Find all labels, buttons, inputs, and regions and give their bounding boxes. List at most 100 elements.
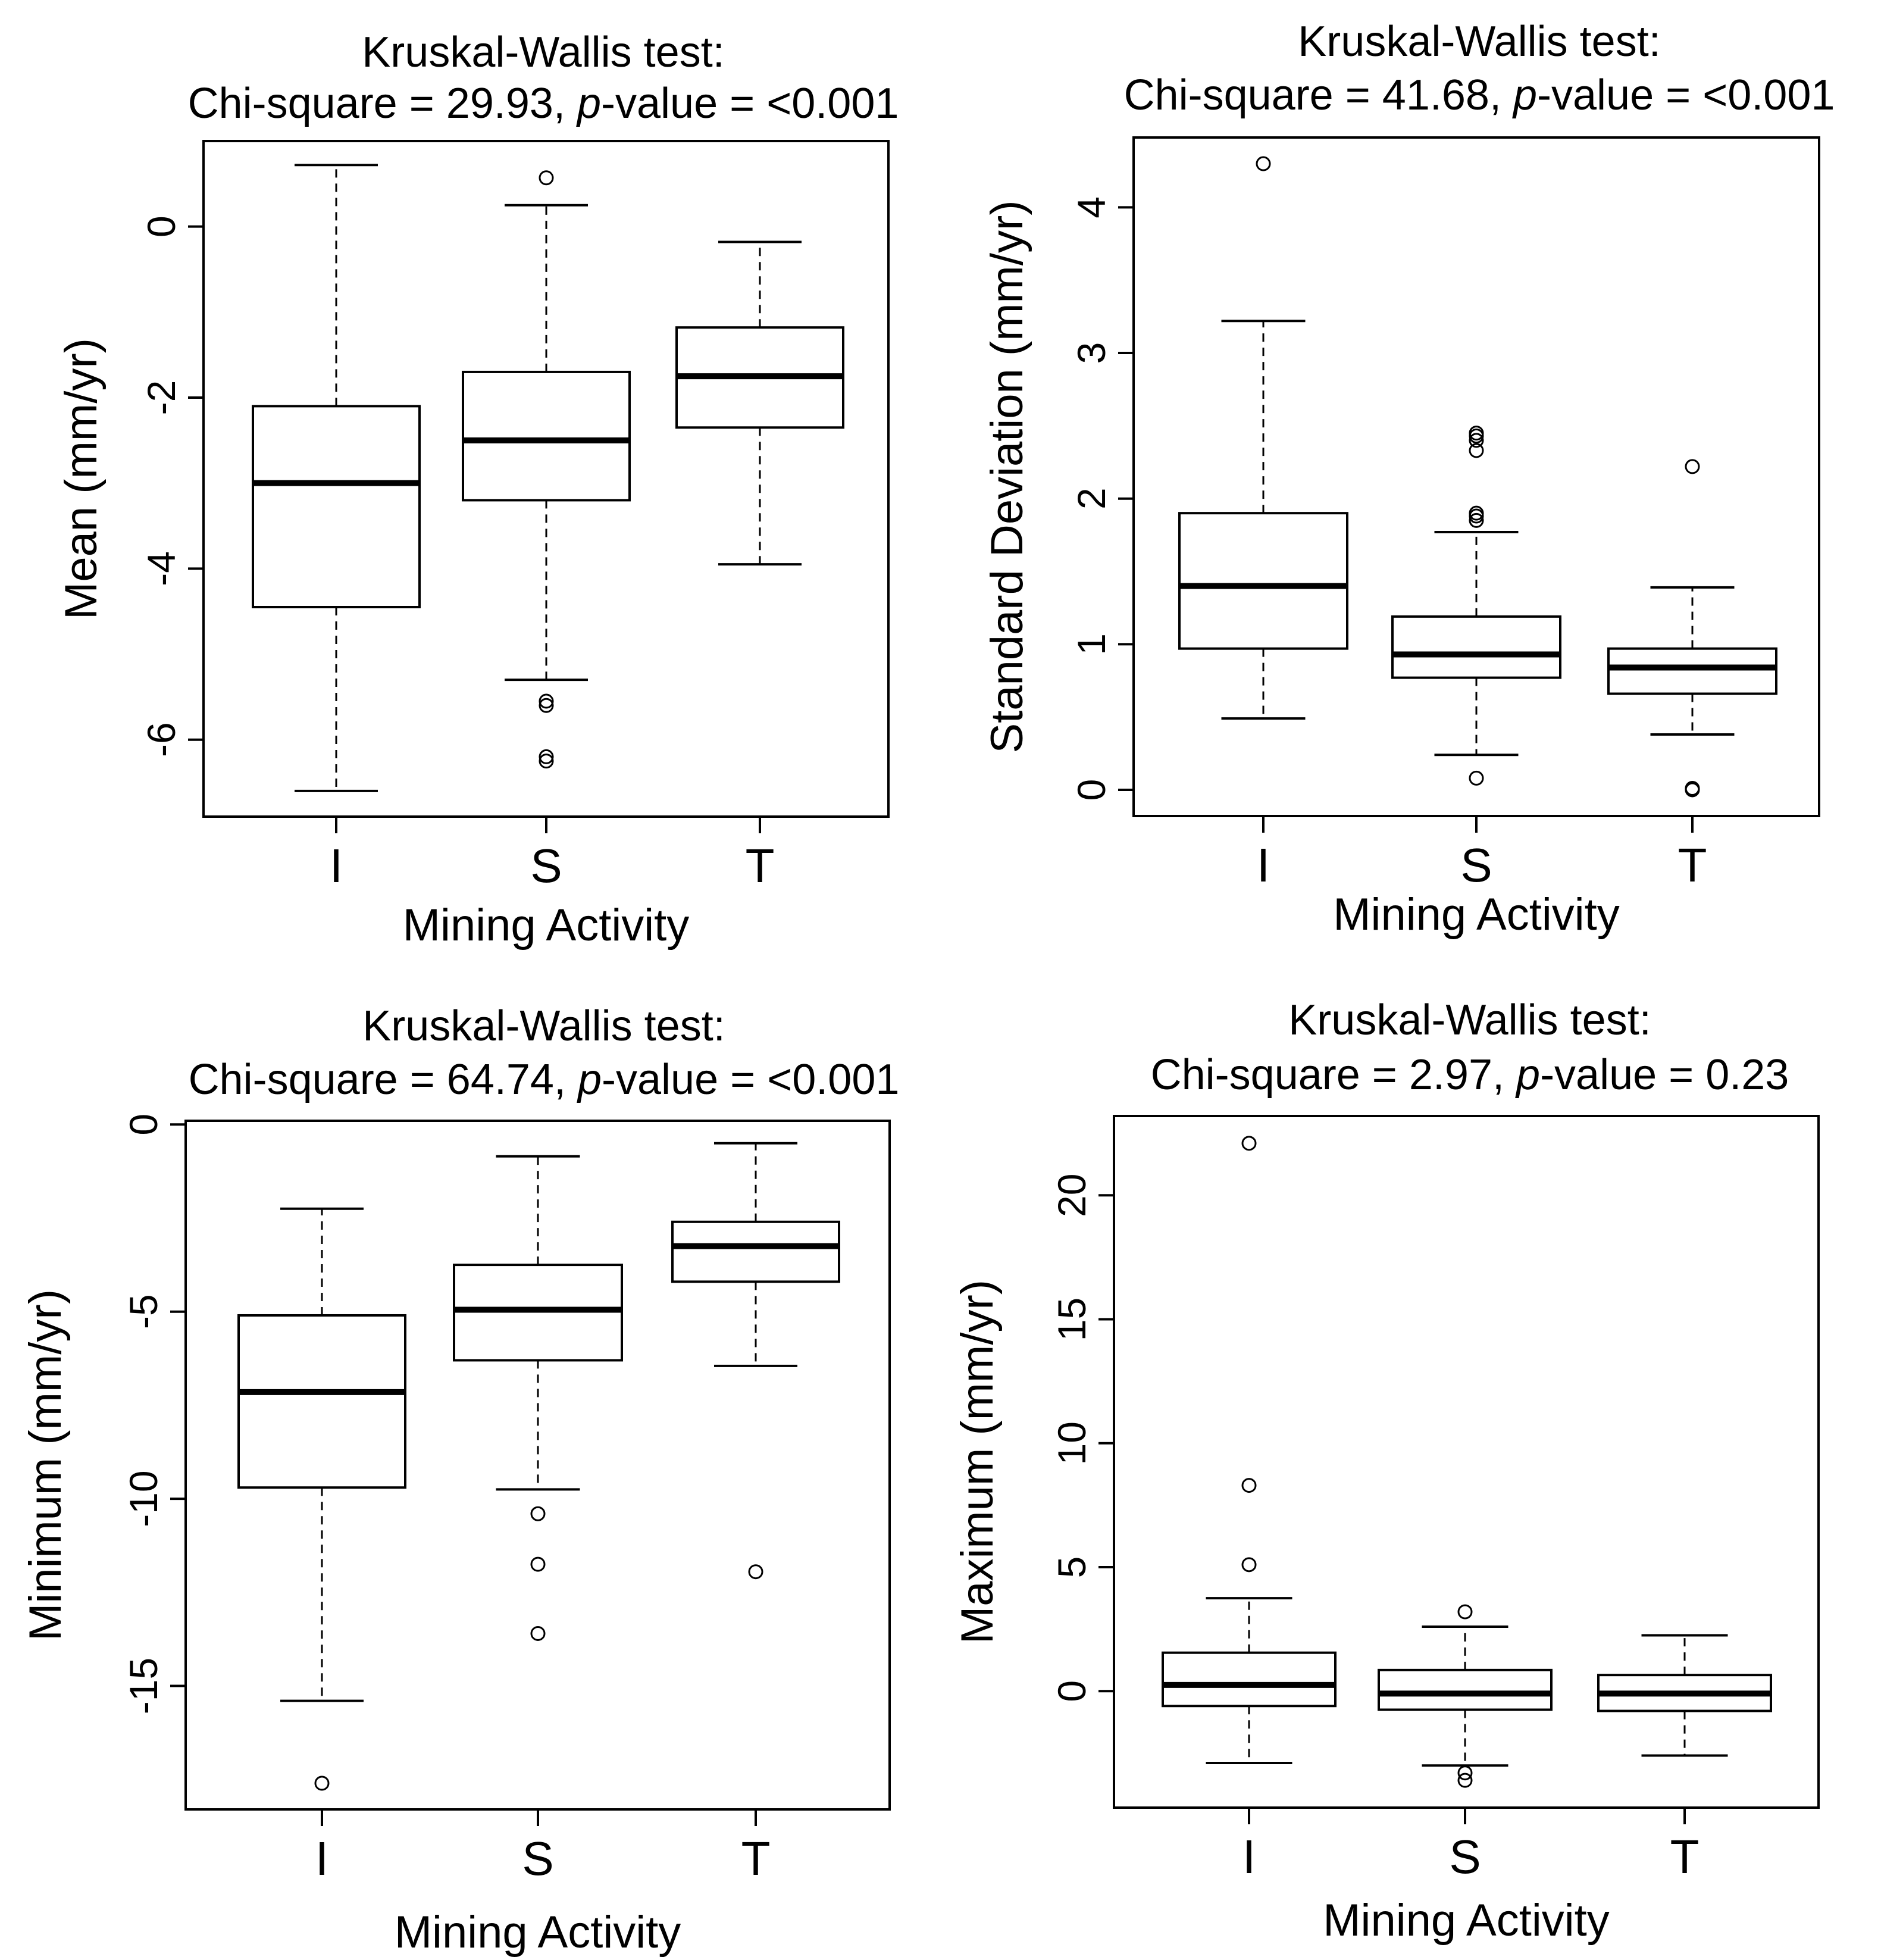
minimum-panel: Kruskal-Wallis test: Chi-square = 64.74,…: [20, 1002, 899, 1958]
chi-square-stat: Chi-square = 41.68,: [1124, 71, 1501, 119]
iqr-box: [1378, 1668, 1553, 1711]
y-axis-label: Maximum (mm/yr): [952, 1280, 1003, 1644]
x-tick-label: I: [1242, 1830, 1256, 1883]
y-axis-label: Minimum (mm/yr): [20, 1289, 71, 1641]
p-value-text: -value = 0.23: [1540, 1051, 1789, 1099]
y-tick-label: -6: [139, 722, 183, 757]
box-S: [453, 1155, 623, 1641]
box-I: [237, 1207, 406, 1791]
boxes: [1178, 156, 1777, 798]
y-tick-label: 20: [1050, 1174, 1094, 1217]
outlier-point: [1469, 512, 1484, 528]
y-tick-label: 0: [121, 1114, 165, 1136]
x-tick-label: S: [1460, 839, 1492, 892]
outlier-point: [1469, 426, 1484, 441]
outlier-point: [1241, 1136, 1257, 1151]
outlier-point: [1457, 1604, 1473, 1620]
box-T: [675, 240, 844, 566]
y-tick-label: 0: [1069, 779, 1113, 801]
mean-panel: Kruskal-Wallis test: Chi-square = 29.93,…: [56, 29, 899, 951]
x-tick-label: I: [315, 1832, 328, 1885]
y-tick-label: -15: [121, 1658, 165, 1714]
outlier-point: [1457, 1765, 1473, 1781]
std-dev-panel: Kruskal-Wallis test: Chi-square = 41.68,…: [982, 18, 1835, 940]
y-tick-label: -5: [121, 1294, 165, 1329]
y-tick-label: 2: [1069, 487, 1113, 509]
x-tick-label: I: [1257, 839, 1270, 892]
iqr-box: [252, 405, 421, 609]
panel-title-line2: Chi-square = 29.93, p-value = <0.001: [188, 80, 899, 127]
x-tick-label: S: [530, 839, 562, 892]
panel-title-line2: Chi-square = 41.68, p-value = <0.001: [1124, 71, 1835, 119]
outlier-point: [539, 170, 554, 186]
panel-title-line1: Kruskal-Wallis test:: [362, 29, 724, 76]
outlier-point: [1469, 443, 1484, 458]
outlier-point: [1256, 156, 1271, 171]
y-tick-label: -10: [121, 1470, 165, 1527]
outlier-point: [1241, 1557, 1257, 1573]
box-I: [1162, 1136, 1337, 1765]
box-T: [671, 1142, 840, 1580]
box-S: [1391, 426, 1561, 786]
box-S: [1378, 1604, 1553, 1788]
x-tick-label: T: [746, 839, 775, 892]
x-axis-label: Mining Activity: [1333, 889, 1620, 940]
panel-title-line1: Kruskal-Wallis test:: [362, 1002, 725, 1050]
p-label: p: [576, 80, 601, 127]
chi-square-stat: Chi-square = 29.93,: [188, 80, 565, 127]
x-axis-label: Mining Activity: [395, 1907, 681, 1958]
x-axis-label: Mining Activity: [403, 900, 690, 951]
outlier-point: [314, 1775, 330, 1791]
boxes: [1162, 1136, 1772, 1788]
y-axis: 0 5 10 15 20: [1050, 1174, 1114, 1702]
outlier-point: [530, 1506, 546, 1521]
outlier-point: [1469, 770, 1484, 786]
outlier-point: [1685, 781, 1700, 796]
y-tick-label: 10: [1050, 1421, 1094, 1465]
y-axis-label: Standard Deviation (mm/yr): [982, 200, 1032, 753]
y-tick-label: -2: [139, 380, 183, 415]
maximum-panel: Kruskal-Wallis test: Chi-square = 2.97, …: [952, 996, 1820, 1946]
chi-square-stat: Chi-square = 64.74,: [189, 1056, 566, 1104]
x-tick-label: S: [522, 1832, 553, 1885]
chi-square-stat: Chi-square = 2.97,: [1151, 1051, 1504, 1099]
iqr-box: [1162, 1651, 1337, 1708]
panel-title-line2: Chi-square = 2.97, p-value = 0.23: [1151, 1051, 1789, 1099]
outlier-point: [1241, 1478, 1257, 1493]
iqr-box: [671, 1220, 840, 1283]
outlier-point: [539, 749, 554, 764]
y-tick-label: 0: [1050, 1680, 1094, 1702]
x-tick-label: S: [1449, 1830, 1481, 1883]
outlier-point: [1457, 1773, 1473, 1788]
outlier-point: [539, 698, 554, 713]
box-T: [1607, 459, 1777, 798]
y-tick-label: 1: [1069, 633, 1113, 655]
box-I: [252, 164, 421, 792]
outlier-point: [1469, 433, 1484, 448]
p-value-text: -value = <0.001: [601, 80, 899, 127]
x-axis-label: Mining Activity: [1323, 1895, 1610, 1946]
p-label: p: [1512, 71, 1537, 119]
outlier-point: [1469, 505, 1484, 521]
iqr-box: [462, 370, 631, 502]
panel-title-line1: Kruskal-Wallis test:: [1288, 996, 1651, 1044]
p-label: p: [1515, 1051, 1540, 1099]
outlier-point: [530, 1556, 546, 1572]
iqr-box: [1178, 512, 1348, 650]
x-tick-label: T: [1670, 1830, 1700, 1883]
iqr-box: [1391, 615, 1561, 679]
y-axis: 0 -5 -10 -15: [121, 1114, 186, 1714]
box-I: [1178, 156, 1348, 720]
x-tick-label: I: [330, 839, 343, 892]
outlier-point: [539, 754, 554, 769]
iqr-box: [1607, 647, 1777, 695]
box-T: [1597, 1634, 1772, 1757]
p-value-text: -value = <0.001: [602, 1056, 899, 1104]
x-tick-label: T: [741, 1832, 771, 1885]
y-tick-label: -4: [139, 551, 183, 586]
